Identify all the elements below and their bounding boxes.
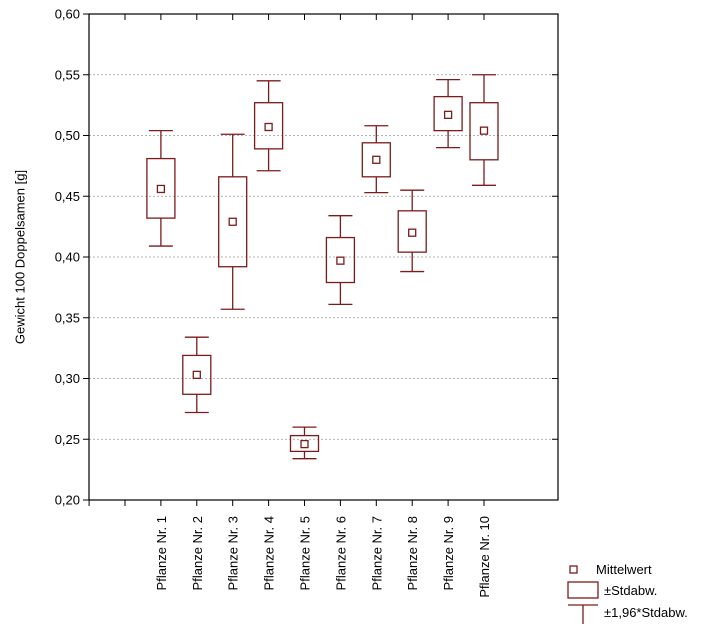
- x-tick-label: Pflanze Nr. 10: [477, 516, 492, 598]
- legend-mean-marker: [569, 565, 578, 574]
- y-axis: 0,20 0,25 0,30 0,35 0,40 0,45 0,50 0,55 0,60: [55, 7, 558, 508]
- x-tick-label: Pflanze Nr. 5: [298, 516, 313, 590]
- mean-marker: [156, 184, 166, 194]
- mean-marker: [443, 110, 453, 119]
- x-tick-label: Pflanze Nr. 2: [190, 516, 205, 590]
- mean-marker: [300, 439, 309, 449]
- boxes-layer: [146, 74, 499, 460]
- x-tick-label: Pflanze Nr. 8: [405, 516, 420, 590]
- y-tick-label: 0,40: [55, 250, 80, 265]
- std-box: [469, 102, 499, 161]
- x-tick-label: Pflanze Nr. 9: [441, 516, 456, 590]
- mean-marker: [408, 228, 417, 237]
- legend-box-marker: [567, 581, 599, 599]
- std-box: [289, 434, 320, 453]
- x-tick-label: Pflanze Nr. 1: [154, 516, 169, 590]
- x-tick-label: Pflanze Nr. 7: [369, 516, 384, 590]
- mean-marker: [192, 370, 201, 380]
- y-axis-label: Gewicht 100 Doppelsamen [g]: [12, 170, 27, 344]
- mean-marker: [479, 126, 489, 135]
- y-tick-label: 0,30: [55, 371, 80, 386]
- std-box: [433, 95, 463, 132]
- y-tick-label: 0,50: [55, 128, 80, 143]
- legend-whisker-label: ±1,96*Stdabw.: [604, 605, 688, 620]
- mean-marker: [264, 122, 273, 132]
- x-axis: Pflanze Nr. 1 Pflanze Nr. 2 Pflanze Nr. 3 P…: [88, 14, 492, 598]
- y-tick-label: 0,55: [55, 67, 80, 82]
- legend-mean-label: Mittelwert: [596, 562, 652, 577]
- std-box: [397, 210, 427, 253]
- y-tick-label: 0,20: [55, 493, 80, 508]
- y-tick-label: 0,25: [55, 432, 80, 447]
- legend: Mittelwert ±Stdabw. ±1,96*Stdabw.: [567, 562, 688, 624]
- std-box: [325, 236, 356, 284]
- std-box: [146, 157, 176, 219]
- std-box: [361, 142, 391, 178]
- mean-marker: [372, 155, 381, 164]
- x-tick-label: Pflanze Nr. 4: [262, 516, 277, 590]
- std-box: [253, 102, 284, 150]
- y-tick-label: 0,60: [55, 7, 80, 22]
- y-tick-label: 0,35: [55, 310, 80, 325]
- plot-frame: [88, 13, 559, 501]
- mean-marker: [228, 217, 237, 226]
- mean-marker: [336, 256, 345, 265]
- std-box: [218, 176, 248, 268]
- y-tick-label: 0,45: [55, 189, 80, 204]
- x-tick-label: Pflanze Nr. 6: [333, 516, 348, 590]
- legend-box-label: ±Stdabw.: [604, 583, 657, 598]
- x-tick-label: Pflanze Nr. 3: [226, 516, 241, 590]
- std-box: [182, 354, 212, 395]
